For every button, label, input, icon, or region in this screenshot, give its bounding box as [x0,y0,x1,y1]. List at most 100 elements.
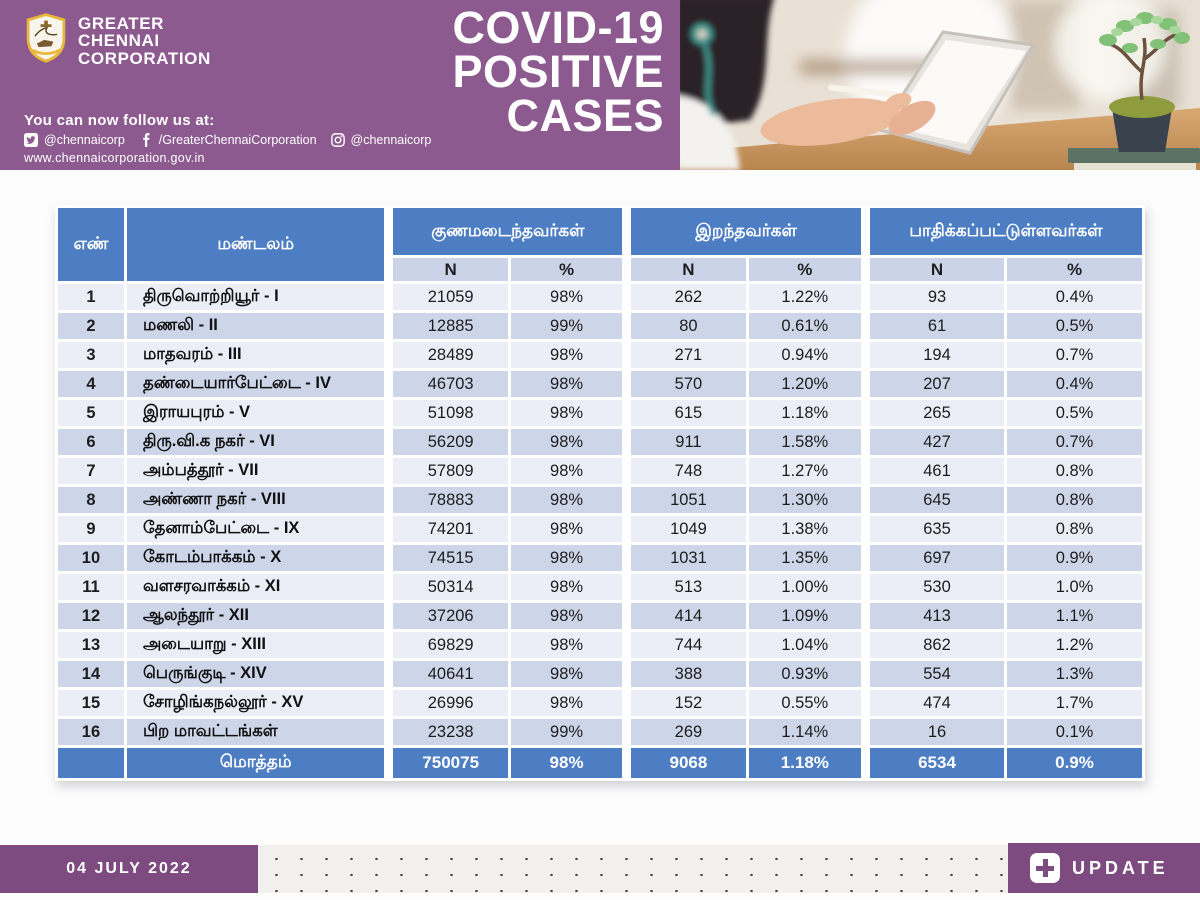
total-recovered-pct: 98% [507,745,629,781]
doctor-tablet-photo [680,0,1200,170]
cell-dec_pct: 1.38% [745,513,868,545]
table-row: 11 வளசரவாக்கம் - XI 50314 98% 513 1.00% 530 1.0… [55,571,1145,603]
cell-act_pct: 1.2% [1004,629,1145,661]
cell-rec_pct: 98% [507,339,629,371]
cell-dec_pct: 1.04% [745,629,868,661]
cell-rec_n: 74515 [384,542,511,574]
cell-dec_n: 748 [622,455,749,487]
cell-act_n: 16 [861,716,1007,748]
cell-act_n: 474 [861,687,1007,719]
cell-act_pct: 0.1% [1004,716,1145,748]
cell-num: 3 [55,339,127,371]
medical-plus-icon [1030,853,1060,883]
cell-zone: திருவொற்றியூர் - I [123,281,391,313]
cell-num: 2 [55,310,127,342]
total-deceased-pct: 1.18% [745,745,868,781]
footer: 04 JULY 2022 UPDATE [0,843,1200,893]
cell-dec_n: 414 [622,600,749,632]
cell-act_n: 413 [861,600,1007,632]
twitter-icon[interactable] [24,133,38,147]
cell-act_pct: 0.9% [1004,542,1145,574]
cell-rec_pct: 98% [507,571,629,603]
cell-num: 12 [55,600,127,632]
cell-num: 10 [55,542,127,574]
table-row: 6 திரு.வி.க நகர் - VI 56209 98% 911 1.58% 427 0… [55,426,1145,458]
update-button[interactable]: UPDATE [1008,843,1200,893]
title-line-1: COVID-19 [452,2,664,53]
facebook-handle[interactable]: /GreaterChennaiCorporation [158,133,317,147]
cell-act_n: 207 [861,368,1007,400]
table-row: 10 கோடம்பாக்கம் - X 74515 98% 1031 1.35% 697 0.… [55,542,1145,574]
subheader-deceased-n: N [622,255,749,284]
cell-act_pct: 0.8% [1004,455,1145,487]
cell-rec_n: 40641 [384,658,511,690]
brand: GREATER CHENNAI CORPORATION [24,12,211,67]
table-row: 14 பெருங்குடி - XIV 40641 98% 388 0.93% 554 1.3… [55,658,1145,690]
cell-zone: மாதவரம் - III [123,339,391,371]
cell-rec_pct: 98% [507,687,629,719]
cell-act_pct: 0.8% [1004,484,1145,516]
table-row: 12 ஆலந்தூர் - XII 37206 98% 414 1.09% 413 1.1% [55,600,1145,632]
table-row: 3 மாதவரம் - III 28489 98% 271 0.94% 194 0.7% [55,339,1145,371]
header-banner: GREATER CHENNAI CORPORATION You can now … [0,0,1200,170]
cell-dec_n: 262 [622,281,749,313]
cell-zone: பிற மாவட்டங்கள் [123,716,391,748]
cell-act_n: 265 [861,397,1007,429]
cell-act_pct: 0.4% [1004,368,1145,400]
cell-rec_n: 46703 [384,368,511,400]
cell-zone: மணலி - II [123,310,391,342]
cell-zone: வளசரவாக்கம் - XI [123,571,391,603]
cell-dec_n: 269 [622,716,749,748]
cell-dec_pct: 1.27% [745,455,868,487]
twitter-handle[interactable]: @chennaicorp [44,133,125,147]
title-line-2: POSITIVE [452,46,664,98]
facebook-icon[interactable] [139,133,153,147]
banner-purple-panel: GREATER CHENNAI CORPORATION You can now … [0,0,680,170]
cell-rec_pct: 98% [507,426,629,458]
cell-num: 1 [55,281,127,313]
cell-rec_n: 50314 [384,571,511,603]
cell-zone: தண்டையார்பேட்டை - IV [123,368,391,400]
corporation-crest-logo [26,13,66,63]
table-row: 15 சோழிங்கநல்லூர் - XV 26996 98% 152 0.55% 474… [55,687,1145,719]
cell-rec_pct: 99% [507,310,629,342]
cell-rec_pct: 98% [507,484,629,516]
website-url[interactable]: www.chennaicorporation.gov.in [24,151,205,165]
cell-num: 14 [55,658,127,690]
instagram-icon[interactable] [330,133,345,147]
table-body: 1 திருவொற்றியூர் - I 21059 98% 262 1.22% 93 0.4… [55,281,1145,748]
cell-dec_n: 80 [622,310,749,342]
total-empty-cell [55,745,127,781]
cell-num: 11 [55,571,127,603]
col-header-zone: மண்டலம் [123,205,391,284]
cell-dec_n: 570 [622,368,749,400]
cell-dec_n: 1049 [622,513,749,545]
cell-rec_n: 74201 [384,513,511,545]
cell-num: 13 [55,629,127,661]
cell-dec_n: 744 [622,629,749,661]
cell-zone: அடையாறு - XIII [123,629,391,661]
cell-dec_pct: 1.14% [745,716,868,748]
table-row: 5 இராயபுரம் - V 51098 98% 615 1.18% 265 0.5% [55,397,1145,429]
table-row: 7 அம்பத்தூர் - VII 57809 98% 748 1.27% 461 0.8% [55,455,1145,487]
col-header-recovered: குணமடைந்தவர்கள் [384,205,629,258]
page-title: COVID-19 POSITIVE CASES [452,5,664,138]
cell-dec_pct: 0.55% [745,687,868,719]
covid-table-container: எண் மண்டலம் குணமடைந்தவர்கள் இறந்தவர்கள் … [55,205,1145,781]
cell-num: 7 [55,455,127,487]
cell-rec_n: 28489 [384,339,511,371]
cell-rec_n: 23238 [384,716,511,748]
cell-num: 16 [55,716,127,748]
subheader-affected-pct: % [1004,255,1145,284]
cell-act_n: 635 [861,513,1007,545]
total-recovered-n: 750075 [384,745,511,781]
cell-act_pct: 0.5% [1004,310,1145,342]
cell-rec_pct: 98% [507,397,629,429]
cell-zone: அம்பத்தூர் - VII [123,455,391,487]
table-header: எண் மண்டலம் குணமடைந்தவர்கள் இறந்தவர்கள் … [55,205,1145,284]
cell-rec_pct: 98% [507,542,629,574]
instagram-handle[interactable]: @chennaicorp [350,133,432,147]
follow-title: You can now follow us at: [24,112,215,129]
cell-rec_pct: 98% [507,281,629,313]
